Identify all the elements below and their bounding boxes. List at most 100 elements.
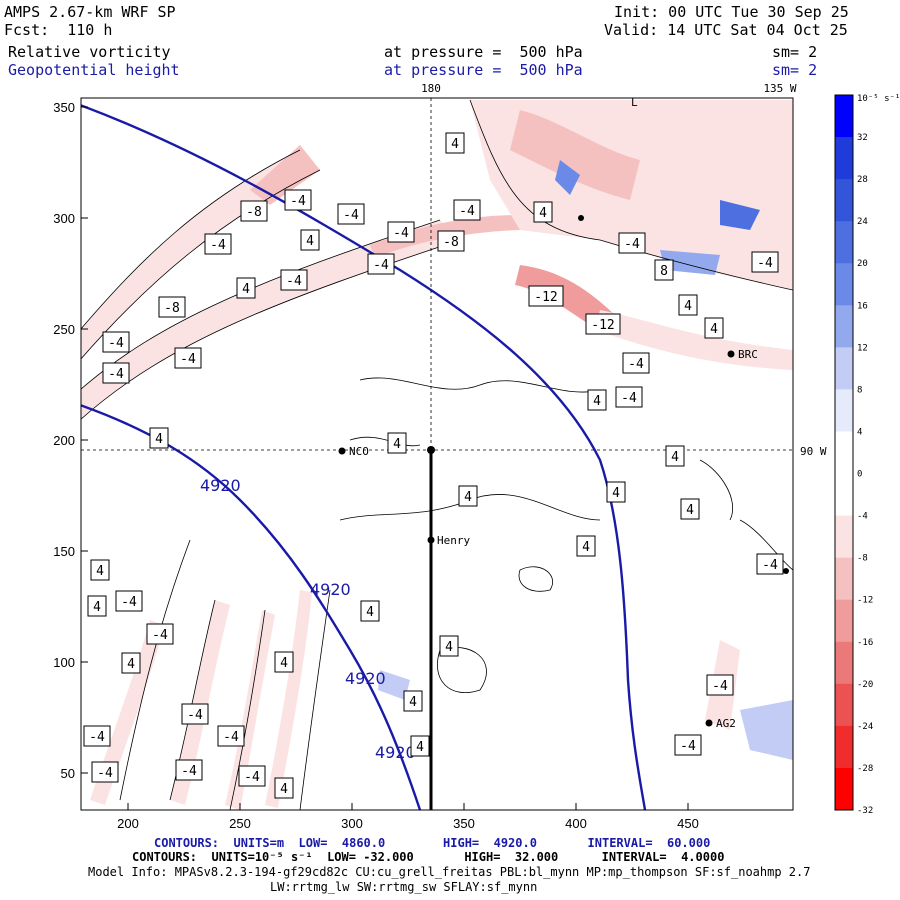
svg-text:4: 4 (280, 656, 288, 671)
svg-text:-4: -4 (680, 739, 696, 754)
svg-text:-8: -8 (246, 205, 262, 220)
svg-text:-4: -4 (121, 595, 137, 610)
height-label: 4920 (345, 669, 386, 688)
lon-labels: 180 135 W 90 W L (421, 82, 827, 458)
x-tick-label: 200 (117, 816, 139, 831)
svg-text:-4: -4 (621, 391, 637, 406)
low-marker: L (631, 96, 638, 109)
axis-ticks (81, 106, 689, 810)
x-tick-label: 400 (565, 816, 587, 831)
svg-text:-4: -4 (459, 204, 475, 219)
x-tick-label: 350 (453, 816, 475, 831)
colorbar-swatch (835, 725, 853, 769)
colorbar-tick-label: -12 (857, 596, 873, 606)
footer-height-line: CONTOURS: UNITS=m LOW= 4860.0 HIGH= 4920… (154, 836, 711, 850)
colorbar-swatch (835, 641, 853, 685)
svg-text:4: 4 (306, 234, 314, 249)
svg-text:4: 4 (686, 503, 694, 518)
valid-time: Valid: 14 UTC Sat 04 Oct 25 (604, 21, 848, 39)
svg-text:-4: -4 (393, 226, 409, 241)
svg-text:4: 4 (93, 600, 101, 615)
height-label: 4920 (375, 743, 416, 762)
svg-text:4: 4 (409, 695, 417, 710)
colorbar-swatch (835, 263, 853, 306)
svg-text:-4: -4 (108, 367, 124, 382)
pole-marker (427, 446, 435, 454)
x-axis-labels: 200 250 300 350 400 450 (117, 816, 699, 831)
stations: NCO Henry BRC AG2 (338, 215, 789, 730)
smooth-height: sm= 2 (772, 61, 818, 79)
x-tick-label: 450 (677, 816, 699, 831)
colorbar-frame (834, 94, 854, 811)
svg-text:-4: -4 (628, 357, 644, 372)
x-tick-label: 300 (341, 816, 363, 831)
station-dot (338, 447, 346, 455)
svg-text:4: 4 (127, 657, 135, 672)
svg-text:-4: -4 (290, 194, 306, 209)
colorbar-swatch (835, 599, 853, 643)
station-label: AG2 (716, 717, 736, 730)
station-label: NCO (349, 445, 369, 458)
svg-text:8: 8 (660, 264, 668, 279)
model-info: Model Info: MPASv8.2.3-194-gf29cd82c CU:… (88, 865, 811, 879)
svg-text:-4: -4 (343, 208, 359, 223)
svg-text:4: 4 (393, 437, 401, 452)
colorbar-tick-label: -16 (857, 638, 873, 648)
svg-text:-4: -4 (210, 238, 226, 253)
svg-text:-4: -4 (286, 274, 302, 289)
station-label: Henry (437, 534, 470, 547)
station-dot (578, 215, 584, 221)
colorbar-swatch (835, 95, 853, 138)
colorbar-tick-label: 20 (857, 259, 868, 269)
field-height: Geopotential height (8, 61, 180, 79)
y-tick-label: 50 (61, 766, 75, 781)
model-title: AMPS 2.67-km WRF SP (4, 3, 176, 21)
svg-text:-4: -4 (97, 766, 113, 781)
svg-text:-4: -4 (624, 237, 640, 252)
height-label: 4920 (200, 476, 241, 495)
colorbar-tick-label: 8 (857, 385, 862, 395)
svg-text:4: 4 (155, 432, 163, 447)
y-tick-label: 300 (53, 211, 75, 226)
svg-text:4: 4 (684, 299, 692, 314)
svg-text:-4: -4 (181, 764, 197, 779)
lat-label-90w: 90 W (800, 445, 827, 458)
svg-text:-4: -4 (108, 336, 124, 351)
colorbar-swatch (835, 515, 853, 559)
smooth-vorticity: sm= 2 (772, 43, 818, 61)
colorbar-swatch (835, 431, 853, 475)
svg-text:-8: -8 (443, 235, 459, 250)
colorbar-swatch (835, 557, 853, 601)
svg-text:4: 4 (464, 490, 472, 505)
y-tick-label: 150 (53, 544, 75, 559)
colorbar-tick-label: 4 (857, 427, 862, 437)
colorbar-swatch (835, 473, 853, 517)
svg-text:-8: -8 (164, 301, 180, 316)
y-axis-labels: 350 300 250 200 150 100 50 (53, 100, 75, 781)
colorbar-tick-label: 28 (857, 175, 868, 185)
colorbar-tick-label: -28 (857, 764, 873, 774)
footer-vorticity-line: CONTOURS: UNITS=10⁻⁵ s⁻¹ LOW= -32.000 HI… (132, 850, 725, 864)
forecast-hour: Fcst: 110 h (4, 21, 113, 39)
colorbar-swatch (835, 347, 853, 390)
svg-text:4: 4 (593, 394, 601, 409)
y-tick-label: 100 (53, 655, 75, 670)
svg-text:4: 4 (96, 564, 104, 579)
colorbar-swatch (835, 179, 853, 222)
colorbar-tick-label: -8 (857, 554, 868, 564)
model-info-2: LW:rrtmg_lw SW:rrtmg_sw SFLAY:sf_mynn (270, 880, 538, 894)
colorbar-swatch (835, 389, 853, 432)
colorbar-swatch (835, 305, 853, 348)
station-dot (783, 568, 789, 574)
svg-text:4: 4 (416, 740, 424, 755)
svg-text:-4: -4 (180, 352, 196, 367)
height-label-group: 4920 4920 4920 4920 (200, 476, 416, 762)
init-time: Init: 00 UTC Tue 30 Sep 25 (614, 3, 849, 21)
colorbar-tick-label: 0 (857, 470, 862, 480)
y-tick-label: 250 (53, 322, 75, 337)
colorbar-tick-label: 16 (857, 301, 868, 311)
colorbar-tick-label: 24 (857, 217, 868, 227)
field-vorticity: Relative vorticity (8, 43, 171, 61)
vorticity-contours (81, 99, 793, 810)
